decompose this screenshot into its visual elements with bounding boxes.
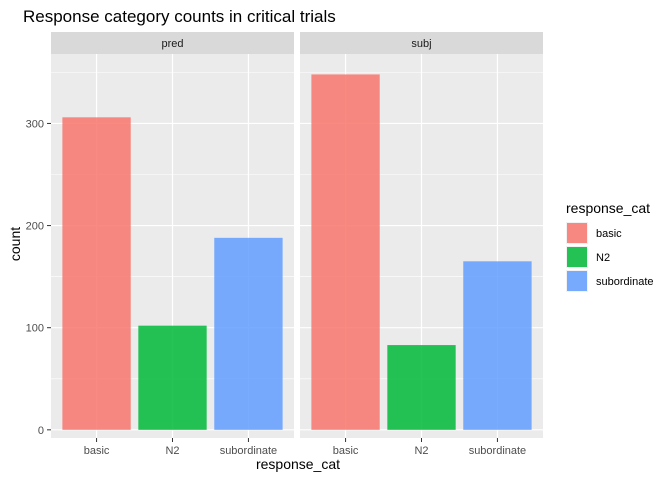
y-axis-title: count <box>7 227 23 261</box>
x-axis-title: response_cat <box>256 456 340 472</box>
bar-pred-N2 <box>138 325 207 430</box>
legend-label: subordinate <box>596 276 654 288</box>
y-tick-label: 300 <box>26 118 44 130</box>
legend-item-subordinate: subordinate <box>566 270 654 292</box>
facet-strip <box>51 32 294 54</box>
bar-subj-basic <box>311 74 380 430</box>
legend-item-N2: N2 <box>566 246 610 268</box>
legend-swatch <box>567 247 587 267</box>
legend-swatch <box>567 223 587 243</box>
x-tick-label: N2 <box>414 445 428 457</box>
x-tick-label: N2 <box>165 445 179 457</box>
y-tick-label: 0 <box>38 425 44 437</box>
bar-pred-basic <box>62 117 131 430</box>
legend-item-basic: basic <box>566 222 622 244</box>
legend-label: basic <box>596 228 622 240</box>
x-tick-label: basic <box>333 445 359 457</box>
facet-strip <box>300 32 543 54</box>
y-tick-label: 200 <box>26 221 44 233</box>
chart-panels: pred basic N2 subordinate subj basic N2 subordi… <box>51 32 543 457</box>
chart-title: Response category counts in critical tri… <box>23 7 336 26</box>
panel-subj: subj basic N2 subordinate <box>300 32 543 457</box>
facet-strip-label: subj <box>411 38 431 50</box>
y-tick-label: 100 <box>26 323 44 335</box>
bar-subj-N2 <box>387 345 456 430</box>
bar-subj-subordinate <box>463 261 532 430</box>
legend-label: N2 <box>596 252 610 264</box>
facet-strip-label: pred <box>161 38 183 50</box>
legend: response_cat basic N2 subordinate <box>566 200 654 292</box>
y-axis: 0 100 200 300 <box>26 118 51 437</box>
legend-swatch <box>567 271 587 291</box>
x-tick-label: subordinate <box>469 445 527 457</box>
x-tick-label: subordinate <box>220 445 278 457</box>
panel-pred: pred basic N2 subordinate <box>51 32 294 457</box>
x-tick-label: basic <box>84 445 110 457</box>
legend-title: response_cat <box>566 200 650 216</box>
bar-pred-subordinate <box>214 237 283 430</box>
